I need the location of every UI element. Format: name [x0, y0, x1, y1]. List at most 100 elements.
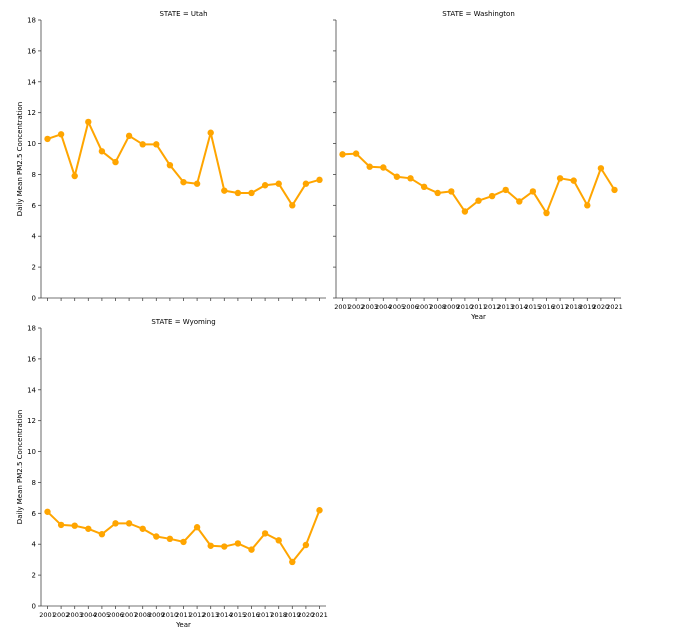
x-tick-label: 2006 [107, 611, 124, 619]
panel-1: STATE = Washington2001200220032004200520… [333, 10, 623, 321]
data-point [234, 540, 242, 547]
data-point [366, 163, 373, 170]
y-tick-label: 18 [27, 325, 36, 333]
data-point [193, 524, 201, 531]
data-point [529, 188, 537, 195]
data-point [57, 131, 65, 138]
data-point [139, 141, 146, 148]
x-tick-label: 2021 [311, 611, 328, 619]
data-point [85, 118, 92, 126]
x-tick-label: 2001 [334, 303, 351, 311]
data-point [302, 180, 310, 187]
x-tick-label: 2014 [216, 611, 233, 619]
x-tick-label: 2019 [284, 611, 301, 619]
x-tick-label: 2017 [552, 303, 569, 311]
x-tick-label: 2016 [538, 303, 555, 311]
panel-2: STATE = Wyoming0246810121416182001200220… [16, 318, 328, 629]
data-point [207, 129, 214, 136]
y-tick-label: 6 [32, 510, 37, 518]
x-axis-label: Year [175, 621, 191, 629]
data-point [434, 189, 441, 197]
data-point [248, 189, 255, 197]
y-axis-label: Daily Mean PM2.5 Concentration [16, 102, 24, 216]
data-point [316, 176, 323, 184]
x-tick-label: 2003 [361, 303, 378, 311]
data-point [584, 202, 591, 209]
data-point [44, 135, 51, 143]
y-tick-label: 12 [27, 109, 36, 117]
y-tick-label: 14 [27, 386, 36, 394]
x-tick-label: 2019 [579, 303, 596, 311]
data-point [125, 520, 133, 527]
data-point [71, 172, 78, 180]
y-tick-label: 16 [27, 355, 36, 363]
data-point [302, 541, 310, 549]
x-tick-label: 2013 [497, 303, 514, 311]
data-point [248, 546, 255, 553]
data-point [556, 175, 564, 182]
data-point [85, 525, 92, 532]
x-tick-label: 2012 [484, 303, 501, 311]
data-point [98, 148, 106, 155]
series-line [47, 120, 320, 207]
data-point [543, 209, 550, 217]
y-tick-label: 0 [32, 603, 36, 611]
y-tick-label: 10 [27, 448, 36, 456]
x-tick-label: 2002 [53, 611, 70, 619]
data-point [611, 186, 618, 194]
data-point [570, 177, 577, 184]
y-tick-label: 16 [27, 47, 36, 55]
data-point [339, 151, 346, 158]
x-tick-label: 2005 [94, 611, 111, 619]
data-point [44, 508, 51, 515]
y-tick-label: 12 [27, 417, 36, 425]
x-tick-label: 2020 [298, 611, 315, 619]
data-point [57, 521, 65, 529]
x-tick-label: 2011 [175, 611, 192, 619]
data-point [166, 161, 174, 169]
data-point [380, 164, 387, 171]
data-point [153, 533, 160, 540]
data-point [234, 189, 242, 197]
data-point [112, 158, 119, 166]
data-point [448, 188, 455, 195]
data-point [502, 186, 509, 194]
data-point [420, 183, 428, 190]
data-point [193, 180, 201, 187]
panel-title: STATE = Washington [442, 10, 515, 18]
x-tick-label: 2009 [443, 303, 460, 311]
data-point [221, 543, 228, 550]
x-tick-label: 2002 [348, 303, 365, 311]
data-point [275, 537, 282, 544]
x-axis-label: Year [470, 313, 486, 321]
y-tick-label: 0 [32, 295, 36, 303]
data-point [221, 187, 228, 194]
panel-title: STATE = Wyoming [151, 318, 215, 326]
series-line [46, 509, 321, 563]
x-tick-label: 2006 [402, 303, 419, 311]
y-tick-label: 10 [27, 140, 36, 148]
x-tick-label: 2018 [270, 611, 287, 619]
x-tick-label: 2010 [457, 303, 474, 311]
x-tick-label: 2008 [134, 611, 151, 619]
data-point [71, 522, 78, 529]
x-tick-label: 2015 [230, 611, 247, 619]
x-tick-label: 2011 [470, 303, 487, 311]
data-point [407, 175, 414, 182]
data-point [139, 525, 146, 532]
y-tick-label: 8 [32, 171, 36, 179]
x-tick-label: 2016 [243, 611, 260, 619]
x-tick-label: 2004 [80, 611, 97, 619]
data-point [289, 202, 296, 209]
y-tick-label: 14 [27, 78, 36, 86]
y-tick-label: 8 [32, 479, 36, 487]
y-tick-label: 6 [32, 202, 37, 210]
x-tick-label: 2001 [39, 611, 56, 619]
data-point [98, 530, 106, 538]
data-point [488, 192, 496, 200]
x-tick-label: 2009 [148, 611, 165, 619]
panel-0: STATE = Utah 0 2 4 6 8 10 12 14 16 18 Daily Mean PM… [16, 10, 326, 303]
y-tick-label: 2 [32, 264, 36, 272]
data-point [112, 520, 119, 527]
panel-title: STATE = Utah [159, 10, 207, 18]
